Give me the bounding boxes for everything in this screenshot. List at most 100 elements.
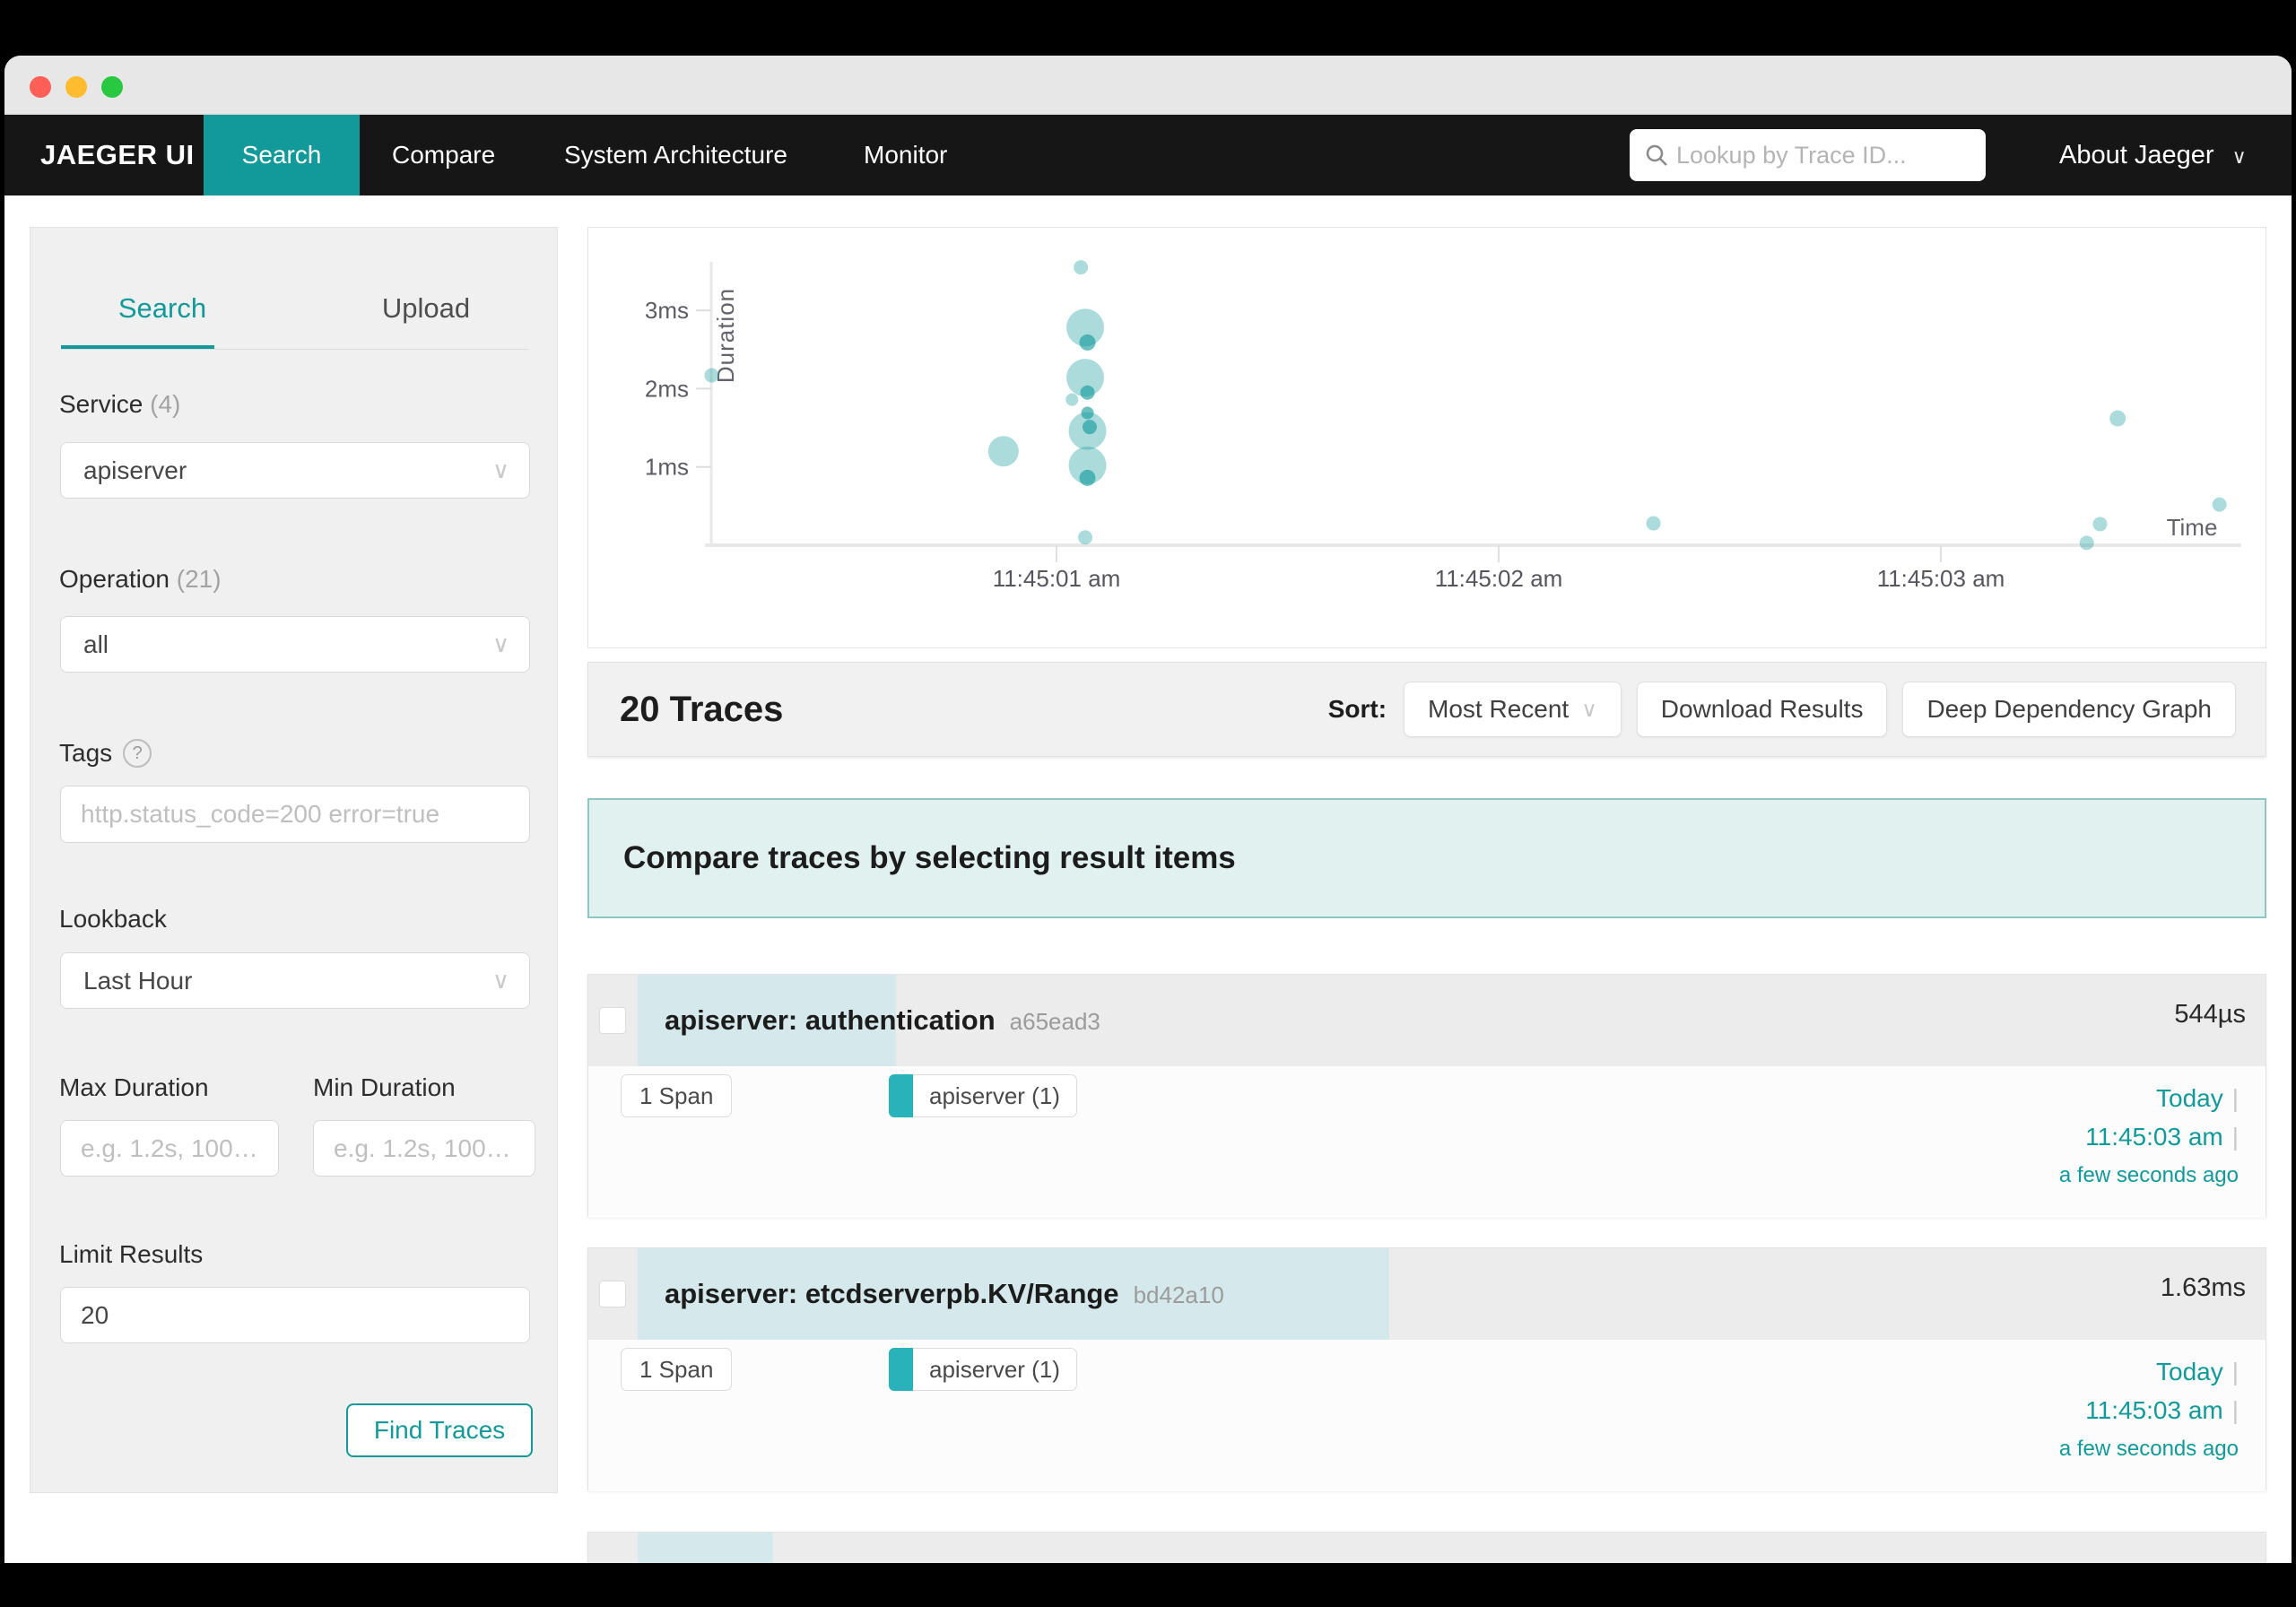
scatter-point[interactable]	[1068, 412, 1107, 450]
chevron-down-icon: ∨	[491, 456, 509, 483]
max-duration-input[interactable]	[60, 1120, 279, 1177]
trace-result-card[interactable]: apiserver: etcdserverpb.KV/Range bd42a10 …	[587, 1247, 2266, 1491]
chevron-down-icon: ∨	[1581, 697, 1597, 722]
scatter-point[interactable]	[1079, 469, 1096, 486]
operation-label: Operation (21)	[59, 565, 222, 593]
min-duration-input[interactable]	[313, 1120, 535, 1177]
trace-timestamps: Today | 11:45:03 am | a few seconds ago	[2059, 1352, 2239, 1468]
scatter-point[interactable]	[2109, 410, 2126, 427]
scatter-point[interactable]	[2212, 497, 2227, 512]
trace-card-header[interactable]	[588, 1533, 2266, 1563]
trace-date: Today	[2156, 1084, 2223, 1112]
service-chip: apiserver (1)	[889, 1347, 1077, 1391]
limit-results-input[interactable]	[60, 1287, 530, 1343]
y-tick-label: 3ms	[645, 297, 689, 324]
trace-card-header[interactable]: apiserver: authentication a65ead3 544µs	[588, 975, 2266, 1066]
max-duration-label: Max Duration	[59, 1073, 209, 1101]
help-icon[interactable]: ?	[123, 739, 152, 768]
x-tick-label: 11:45:02 am	[1435, 565, 1563, 592]
download-results-button[interactable]: Download Results	[1636, 682, 1888, 737]
x-tick-label: 11:45:03 am	[1877, 565, 2005, 592]
scatter-point[interactable]	[1080, 385, 1095, 400]
span-count-chip: 1 Span	[621, 1074, 733, 1117]
trace-id-search-input[interactable]	[1676, 129, 1977, 181]
find-traces-button[interactable]: Find Traces	[346, 1403, 533, 1457]
operation-select[interactable]: all ∨	[60, 616, 530, 673]
scatter-point[interactable]	[1078, 530, 1093, 545]
traffic-light-minimize-button[interactable]	[65, 76, 87, 98]
service-select[interactable]: apiserver ∨	[60, 442, 530, 499]
nav-tab-system-architecture[interactable]: System Architecture	[564, 141, 787, 169]
trace-duration: 544µs	[2174, 1000, 2246, 1029]
span-count-chip: 1 Span	[621, 1348, 733, 1391]
trace-result-card[interactable]: apiserver: authentication a65ead3 544µs 1…	[587, 974, 2266, 1218]
trace-title[interactable]: apiserver: authentication a65ead3	[665, 1004, 1100, 1036]
sort-select-value: Most Recent	[1428, 695, 1570, 723]
trace-result-card[interactable]	[587, 1532, 2266, 1563]
sidebar-tab-upload[interactable]: Upload	[381, 292, 471, 324]
duration-scatter-panel: 1ms 2ms 3ms 11:45:01 am 11:45:02 am 11:45:03 …	[587, 227, 2266, 648]
results-header: 20 Traces Sort: Most Recent ∨ Download R…	[587, 662, 2266, 757]
separator-pipe: |	[2231, 1396, 2239, 1424]
scatter-chart-svg[interactable]: 1ms 2ms 3ms 11:45:01 am 11:45:02 am 11:45:03 …	[588, 228, 2266, 647]
about-jaeger-menu[interactable]: About Jaeger ∨	[2059, 115, 2247, 195]
traffic-light-close-button[interactable]	[30, 76, 51, 98]
service-label: Service (4)	[59, 390, 181, 418]
trace-duration: 1.63ms	[2160, 1273, 2246, 1302]
scatter-point[interactable]	[2092, 517, 2108, 532]
sidebar-tab-search[interactable]: Search	[117, 292, 207, 324]
min-duration-label: Min Duration	[313, 1073, 456, 1101]
scatter-point[interactable]	[1081, 406, 1094, 420]
scatter-point[interactable]	[1066, 308, 1105, 347]
scatter-point[interactable]	[1079, 334, 1096, 351]
service-color-swatch	[889, 1073, 913, 1117]
limit-results-label: Limit Results	[59, 1240, 204, 1268]
app-window: JAEGER UI Search Compare System Architec…	[4, 56, 2292, 1563]
active-tab-underline	[61, 345, 214, 350]
scatter-point[interactable]	[1065, 393, 1079, 406]
sort-select[interactable]: Most Recent ∨	[1404, 682, 1622, 737]
nav-tab-compare[interactable]: Compare	[392, 141, 496, 169]
separator-pipe: |	[2231, 1084, 2239, 1112]
y-axis-title: Duration	[712, 288, 739, 383]
scatter-point[interactable]	[704, 368, 719, 383]
lookback-select[interactable]: Last Hour ∨	[60, 952, 530, 1009]
trace-date: Today	[2156, 1358, 2223, 1385]
app-logo[interactable]: JAEGER UI	[40, 139, 195, 170]
trace-card-body: 1 Span apiserver (1) Today | 11:45:03 am |…	[588, 1340, 2266, 1491]
trace-duration-bar	[638, 1248, 1389, 1340]
scatter-point[interactable]	[1082, 420, 1097, 435]
about-jaeger-label: About Jaeger	[2059, 141, 2214, 169]
service-chip-label: apiserver (1)	[929, 1081, 1060, 1109]
service-count: (4)	[150, 390, 181, 418]
nav-tab-monitor[interactable]: Monitor	[864, 141, 948, 169]
top-navbar: JAEGER UI Search Compare System Architec…	[4, 115, 2292, 195]
traffic-light-zoom-button[interactable]	[101, 76, 123, 98]
scatter-point[interactable]	[2079, 535, 2094, 551]
tags-input[interactable]	[60, 786, 530, 843]
deep-dependency-graph-button[interactable]: Deep Dependency Graph	[1902, 682, 2236, 737]
trace-timestamps: Today | 11:45:03 am | a few seconds ago	[2059, 1079, 2239, 1194]
service-chip: apiserver (1)	[889, 1073, 1077, 1117]
nav-tab-search[interactable]: Search	[204, 115, 360, 195]
trace-compare-checkbox[interactable]	[599, 1281, 626, 1307]
scatter-point[interactable]	[987, 436, 1019, 467]
trace-title[interactable]: apiserver: etcdserverpb.KV/Range bd42a10	[665, 1278, 1224, 1309]
trace-id: a65ead3	[1009, 1008, 1100, 1035]
trace-id: bd42a10	[1133, 1281, 1224, 1308]
scatter-point[interactable]	[1646, 516, 1661, 531]
scatter-point[interactable]	[1066, 359, 1105, 397]
trace-time: 11:45:03 am	[2085, 1123, 2223, 1151]
trace-time: 11:45:03 am	[2085, 1396, 2223, 1424]
trace-card-header[interactable]: apiserver: etcdserverpb.KV/Range bd42a10 …	[588, 1248, 2266, 1340]
scatter-point[interactable]	[1068, 446, 1107, 484]
trace-relative-time: a few seconds ago	[2058, 1163, 2239, 1187]
scatter-point[interactable]	[1074, 260, 1089, 275]
separator-pipe: |	[2231, 1123, 2239, 1151]
window-titlebar	[4, 56, 2292, 115]
lookback-label: Lookback	[59, 905, 167, 933]
trace-compare-checkbox[interactable]	[599, 1007, 626, 1034]
separator-pipe: |	[2231, 1358, 2239, 1385]
compare-banner: Compare traces by selecting result items	[587, 798, 2266, 918]
